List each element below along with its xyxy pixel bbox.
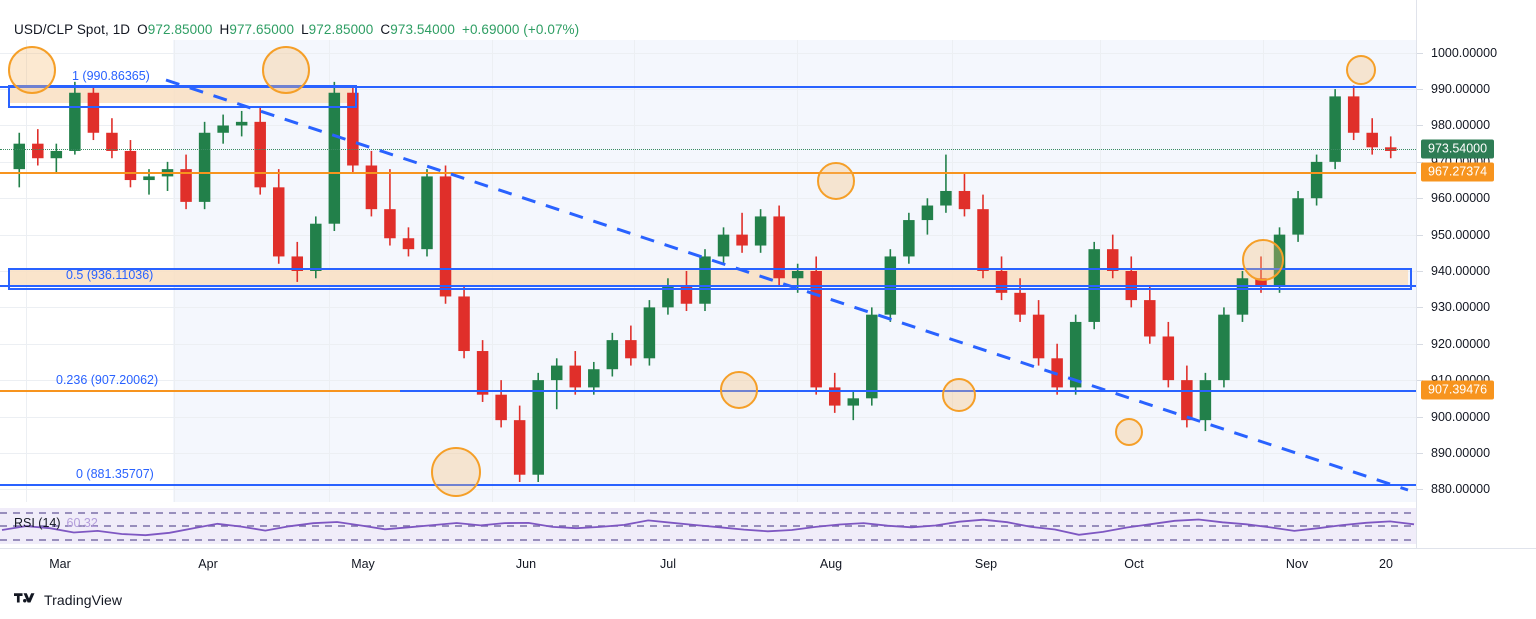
- tradingview-label: TradingView: [44, 592, 123, 608]
- annotation-circle[interactable]: [1115, 418, 1143, 446]
- tradingview-brand: TradingView: [14, 590, 122, 610]
- time-axis-label: Mar: [49, 557, 71, 571]
- time-axis-label: 20: [1379, 557, 1393, 571]
- price-axis-label: 1000.00000: [1431, 45, 1498, 60]
- annotation-circle[interactable]: [262, 46, 310, 94]
- rsi-value: 60.32: [66, 516, 98, 530]
- price-axis-tick: [1417, 307, 1423, 309]
- level-price-badge[interactable]: 967.27374: [1421, 162, 1495, 182]
- annotation-circle[interactable]: [942, 378, 976, 412]
- time-axis-label: Jul: [660, 557, 676, 571]
- fib-label-0.5: 0.5 (936.11036): [66, 268, 154, 283]
- annotation-circle[interactable]: [8, 46, 56, 94]
- time-axis-label: Nov: [1285, 557, 1309, 571]
- high-value: 977.65000: [229, 22, 295, 37]
- low-key: L: [301, 22, 309, 37]
- price-axis-label: 900.00000: [1431, 409, 1491, 424]
- price-axis-label: 920.00000: [1431, 336, 1491, 351]
- open-value: 972.85000: [147, 22, 213, 37]
- price-axis-tick: [1417, 380, 1423, 382]
- price-axis-label: 980.00000: [1431, 118, 1491, 133]
- high-key: H: [219, 22, 230, 37]
- price-axis-tick: [1417, 452, 1423, 454]
- annotation-circle[interactable]: [431, 447, 481, 497]
- price-axis-tick: [1417, 125, 1423, 127]
- current-price-badge[interactable]: 973.54000: [1421, 139, 1495, 159]
- time-axis-label: Jun: [515, 557, 537, 571]
- price-axis-tick: [1417, 198, 1423, 200]
- rsi-pane[interactable]: [0, 504, 1416, 548]
- price-axis-tick: [1417, 52, 1423, 54]
- price-axis-tick: [1417, 416, 1423, 418]
- upper-zone-outline[interactable]: [8, 84, 357, 108]
- rsi-name[interactable]: RSI (14): [14, 516, 61, 530]
- price-axis[interactable]: 1000.00000990.00000980.00000970.00000960…: [1416, 0, 1536, 548]
- price-axis-tick: [1417, 234, 1423, 236]
- rsi-legend: RSI (14) 60.32: [14, 516, 98, 530]
- fib-label-0: 0 (881.35707): [76, 467, 154, 482]
- fib-level-line-0[interactable]: [0, 484, 1416, 487]
- price-axis-tick: [1417, 89, 1423, 91]
- price-axis-label: 940.00000: [1431, 264, 1491, 278]
- open-key: O: [137, 22, 148, 37]
- annotation-circle[interactable]: [817, 162, 855, 200]
- close-key: C: [380, 22, 391, 37]
- fib-label-1: 1 (990.86365): [72, 68, 150, 83]
- fib-level-line-0.5[interactable]: [0, 285, 1416, 288]
- price-axis-label: 880.00000: [1431, 482, 1491, 497]
- symbol-label[interactable]: USD/CLP Spot, 1D: [14, 22, 131, 37]
- price-pane[interactable]: 1 (990.86365) 0.5 (936.11036) 0.236 (907.2…: [0, 40, 1416, 502]
- price-axis-label: 950.00000: [1431, 227, 1491, 242]
- fib-level-line-1[interactable]: [0, 85, 1416, 88]
- chart-legend: USD/CLP Spot, 1D O972.85000 H977.65000 L972…: [14, 22, 579, 37]
- price-axis-label: 960.00000: [1431, 191, 1491, 206]
- annotation-circle[interactable]: [1242, 239, 1284, 281]
- close-price-line: [0, 148, 1416, 150]
- change-value: +0.69000 (+0.07%): [461, 22, 580, 37]
- horizontal-gridline: [0, 52, 1416, 54]
- time-axis-label: May: [351, 557, 375, 571]
- level-price-badge[interactable]: 907.39476: [1421, 380, 1495, 400]
- time-axis-label: Oct: [1124, 557, 1144, 571]
- price-axis-tick: [1417, 489, 1423, 491]
- orange-level-line-0[interactable]: [0, 171, 1416, 174]
- price-axis-label: 930.00000: [1431, 300, 1491, 315]
- price-axis-tick: [1417, 271, 1423, 272]
- low-value: 972.85000: [308, 22, 374, 37]
- rsi-series: [0, 512, 1416, 541]
- price-axis-label: 890.00000: [1431, 445, 1491, 460]
- price-axis-tick: [1417, 343, 1423, 345]
- time-axis[interactable]: Mar Apr May Jun Jul Aug Sep Oct Nov 20: [0, 548, 1536, 582]
- time-axis-label: Sep: [974, 557, 998, 571]
- price-axis-label: 990.00000: [1431, 82, 1491, 97]
- price-axis-tick: [1417, 161, 1423, 163]
- annotation-circle[interactable]: [1346, 55, 1376, 85]
- tradingview-logo-icon: [14, 593, 35, 603]
- time-axis-label: Aug: [819, 557, 843, 571]
- fib-label-0.236: 0.236 (907.20062): [56, 373, 159, 388]
- close-value: 973.54000: [390, 22, 455, 37]
- time-axis-label: Apr: [198, 557, 218, 571]
- annotation-circle[interactable]: [720, 371, 758, 409]
